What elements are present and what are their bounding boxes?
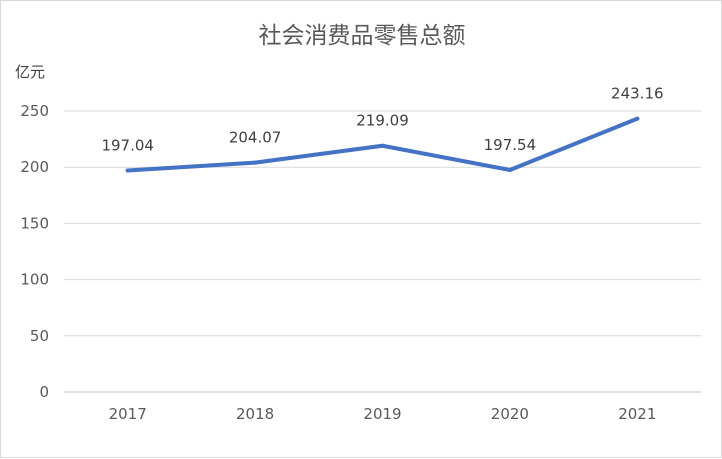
series-layer (125, 116, 640, 173)
data-point-2019 (380, 143, 385, 148)
y-tick-label-200: 200 (20, 158, 49, 176)
x-tick-label-2018: 2018 (236, 405, 274, 423)
data-point-2018 (253, 160, 258, 165)
gridlines (64, 110, 701, 393)
data-label-2020: 197.54 (484, 136, 537, 154)
data-label-2019: 219.09 (356, 112, 409, 130)
y-axis-ticks: 0 50 100 150 200 250 (20, 102, 49, 401)
data-point-2021 (635, 116, 640, 121)
data-point-2020 (507, 167, 512, 172)
data-label-2021: 243.16 (611, 85, 664, 103)
data-point-2017 (125, 168, 130, 173)
x-tick-label-2017: 2017 (109, 405, 147, 423)
data-labels: 197.04 204.07 219.09 197.54 243.16 (101, 85, 663, 155)
chart-title: 社会消费品零售总额 (259, 23, 466, 49)
x-tick-label-2021: 2021 (618, 405, 656, 423)
y-tick-label-100: 100 (20, 271, 49, 289)
x-axis-ticks: 2017 2018 2019 2020 2021 (109, 405, 657, 423)
y-tick-label-250: 250 (20, 102, 49, 120)
x-tick-label-2019: 2019 (363, 405, 401, 423)
y-axis-unit-label: 亿元 (15, 63, 45, 81)
data-label-2018: 204.07 (229, 129, 282, 147)
y-tick-label-0: 0 (39, 383, 49, 401)
x-tick-label-2020: 2020 (491, 405, 529, 423)
data-label-2017: 197.04 (101, 137, 154, 155)
y-tick-label-50: 50 (30, 327, 49, 345)
y-tick-label-150: 150 (20, 214, 49, 232)
